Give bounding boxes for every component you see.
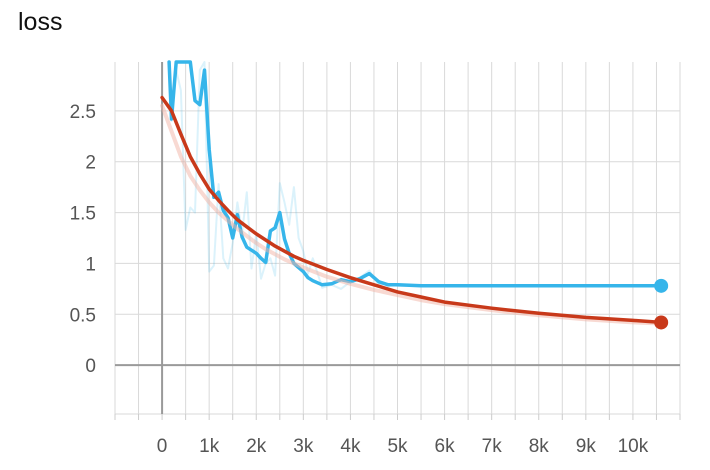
series-line-red-raw [160, 103, 664, 326]
x-tick-label: 5k [387, 436, 408, 457]
series-line-red-smoothed [160, 95, 663, 325]
x-tick-label: 6k [435, 436, 456, 457]
series-layer [160, 60, 664, 326]
x-tick-label: 0 [157, 436, 168, 457]
axis-layer [115, 62, 680, 414]
x-tick-label: 3k [293, 436, 314, 457]
y-tick-label: 0.5 [70, 305, 96, 326]
end-marker-blue-end[interactable] [654, 278, 669, 293]
x-tick-label: 8k [529, 436, 550, 457]
x-tick-label: 9k [576, 436, 597, 457]
x-tick-label: 2k [246, 436, 267, 457]
series-line-blue-smoothed [167, 60, 663, 288]
series-line-blue-raw [168, 61, 663, 290]
grid-layer [114, 62, 681, 420]
x-tick-label: 4k [340, 436, 361, 457]
x-tick-label: 10k [618, 436, 649, 457]
y-tick-label: 2 [85, 153, 96, 174]
y-tick-label: 1 [85, 254, 96, 275]
end-marker-red-end[interactable] [654, 315, 669, 330]
y-tick-label: 0 [85, 356, 96, 377]
chart-title: loss [18, 8, 63, 36]
label-layer: 0 0.5 1 1.5 2 2.5 0 1k 2k 3k 4k 5k 6k 7k 8k 9k 10k [70, 102, 649, 457]
x-tick-label: 1k [199, 436, 220, 457]
y-tick-label: 1.5 [70, 204, 96, 225]
marker-layer [654, 278, 669, 330]
x-tick-label: 7k [482, 436, 503, 457]
y-tick-label: 2.5 [70, 102, 96, 123]
